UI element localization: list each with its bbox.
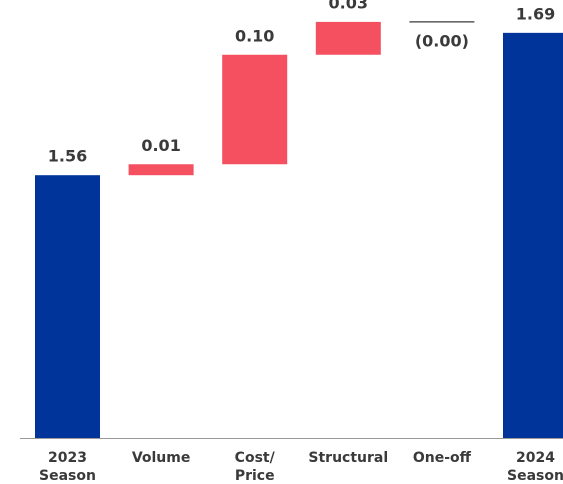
value-label: (0.00)	[415, 31, 469, 50]
x-tick-label: 2024	[516, 450, 555, 466]
value-label: 0.10	[235, 26, 274, 45]
bar	[222, 54, 288, 165]
x-tick-label: Price	[235, 468, 275, 484]
value-label: 1.69	[516, 4, 555, 23]
bar	[35, 175, 100, 438]
bar	[128, 164, 194, 176]
value-label: 0.03	[329, 0, 368, 12]
x-tick-label: Structural	[308, 450, 388, 466]
value-label: 1.56	[48, 147, 87, 166]
bar	[503, 32, 563, 438]
value-label: 0.01	[141, 136, 180, 155]
x-tick-label: Cost/	[235, 450, 276, 466]
x-tick-label: Volume	[132, 450, 191, 466]
x-tick-label: Season	[39, 468, 96, 484]
x-tick-label: 2023	[48, 450, 87, 466]
bar	[315, 21, 381, 55]
x-tick-label: Season	[507, 468, 563, 484]
x-tick-label: One-off	[413, 450, 472, 466]
